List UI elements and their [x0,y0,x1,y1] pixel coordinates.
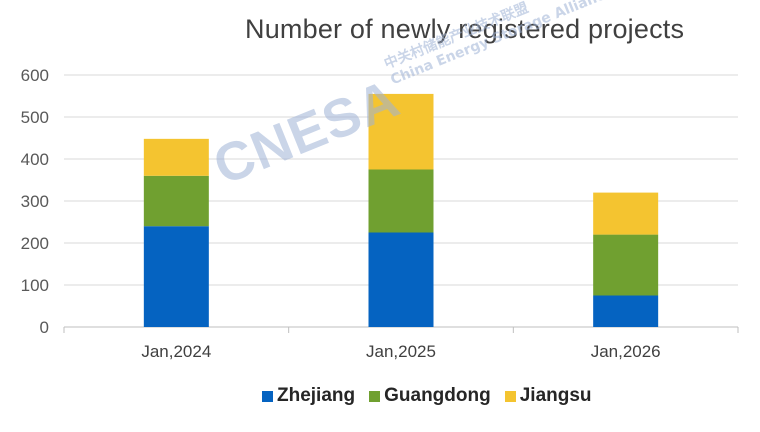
legend-label-zhejiang: Zhejiang [277,385,356,406]
x-tick-label-1: Jan,2025 [366,342,436,361]
legend-swatch-zhejiang [262,390,273,402]
legend-item-zhejiang: Zhejiang [262,385,355,407]
y-tick-label-0: 0 [40,318,49,337]
bar-zhejiang-0 [143,226,209,327]
bar-guangdong-1 [368,169,434,233]
x-tick-label-2: Jan,2026 [591,342,661,361]
bar-jiangsu-2 [593,192,659,235]
y-tick-label-600: 600 [21,66,49,85]
y-tick-label-100: 100 [21,276,49,295]
legend: Zhejiang Guangdong Jiangsu [262,385,606,407]
legend-label-guangdong: Guangdong [384,385,491,406]
y-tick-label-200: 200 [21,234,49,253]
y-tick-label-500: 500 [21,108,49,127]
bar-jiangsu-0 [143,138,209,176]
bar-guangdong-0 [143,175,209,227]
bar-zhejiang-1 [368,232,434,327]
legend-item-jiangsu: Jiangsu [504,385,592,407]
legend-label-jiangsu: Jiangsu [519,385,592,406]
chart-title: Number of newly registered projects [245,14,685,44]
bar-guangdong-2 [593,234,659,296]
y-tick-label-400: 400 [21,150,49,169]
y-tick-label-300: 300 [21,192,49,211]
legend-swatch-jiangsu [504,390,516,402]
x-tick-label-0: Jan,2024 [141,342,211,361]
legend-item-guangdong: Guangdong [369,385,491,407]
bar-jiangsu-1 [368,93,434,170]
bar-zhejiang-2 [593,295,659,327]
legend-swatch-guangdong [369,390,381,402]
